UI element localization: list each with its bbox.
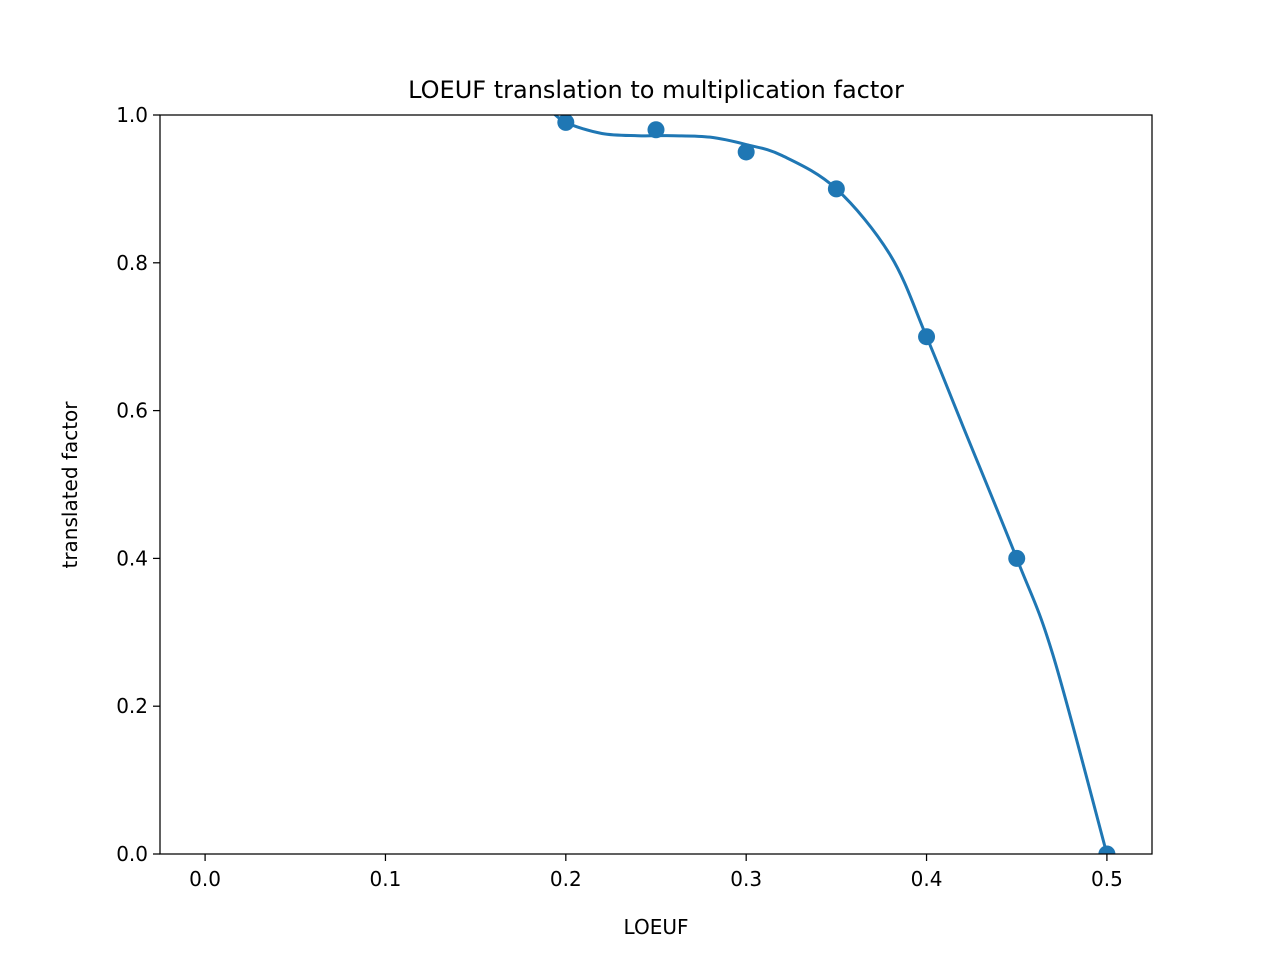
y-tick-label: 0.8 — [116, 251, 148, 275]
data-point — [557, 115, 575, 131]
y-tick-label: 0.2 — [116, 694, 148, 718]
x-axis-label: LOEUF — [624, 915, 689, 939]
x-tick-label: 0.2 — [550, 867, 582, 891]
data-point — [1008, 549, 1026, 567]
x-tick-label: 0.4 — [911, 867, 943, 891]
plot-marks — [553, 115, 1116, 854]
y-tick-label: 0.0 — [116, 842, 148, 866]
plot-frame — [159, 114, 1153, 855]
data-point — [737, 143, 755, 161]
data-point — [1098, 845, 1116, 854]
x-axis: 0.0 0.1 0.2 0.3 0.4 0.5 — [189, 854, 1123, 891]
x-tick-label: 0.3 — [730, 867, 762, 891]
y-tick-label: 1.0 — [116, 103, 148, 127]
data-point — [827, 180, 845, 198]
y-tick-label: 0.4 — [116, 546, 148, 570]
y-axis-label: translated factor — [58, 401, 82, 569]
x-tick-label: 0.1 — [370, 867, 402, 891]
data-point — [918, 328, 936, 346]
chart-title: LOEUF translation to multiplication fact… — [408, 76, 904, 104]
data-point — [647, 121, 665, 139]
y-tick-label: 0.6 — [116, 399, 148, 423]
y-axis: 0.0 0.2 0.4 0.6 0.8 1.0 — [116, 103, 160, 866]
x-tick-label: 0.5 — [1091, 867, 1123, 891]
x-tick-label: 0.0 — [189, 867, 221, 891]
